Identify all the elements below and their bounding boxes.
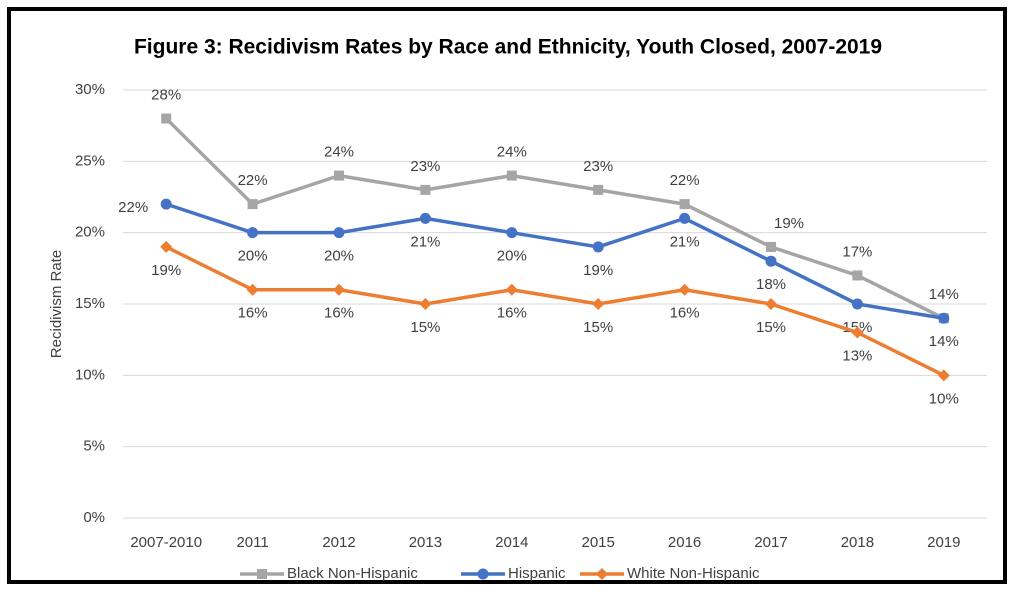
data-label: 16% <box>670 305 700 322</box>
marker <box>765 298 777 310</box>
marker <box>419 298 432 310</box>
series-line <box>164 117 945 320</box>
legend-marker <box>257 569 267 579</box>
marker <box>592 241 604 253</box>
data-label: 15% <box>410 319 440 336</box>
series-line <box>165 202 945 320</box>
x-tick-label: 2017 <box>754 534 787 551</box>
y-tick-label: 0% <box>83 509 105 526</box>
y-tick-label: 10% <box>75 366 105 383</box>
legend-marker <box>477 568 489 580</box>
marker <box>938 312 950 324</box>
y-tick-label: 20% <box>75 224 105 241</box>
data-label: 16% <box>324 305 354 322</box>
marker <box>593 184 604 195</box>
data-label: 17% <box>842 243 872 260</box>
data-label: 21% <box>670 233 700 250</box>
chart-title: Figure 3: Recidivism Rates by Race and E… <box>134 36 882 59</box>
data-label: 19% <box>151 262 181 279</box>
x-tick-label: 2018 <box>841 534 874 551</box>
marker <box>678 283 691 296</box>
marker <box>851 298 863 310</box>
data-label: 21% <box>410 233 440 250</box>
marker <box>679 199 690 210</box>
marker <box>506 227 518 239</box>
x-tick-label: 2012 <box>322 534 355 551</box>
data-label: 20% <box>238 248 268 265</box>
marker <box>247 199 258 210</box>
y-tick-label: 5% <box>83 438 105 455</box>
legend-label: Black Non-Hispanic <box>287 565 418 582</box>
x-tick-label: 2014 <box>495 534 528 551</box>
marker <box>160 198 172 210</box>
data-label: 20% <box>497 248 527 265</box>
data-label: 10% <box>929 390 959 407</box>
data-label: 20% <box>324 248 354 265</box>
marker <box>161 113 172 124</box>
data-label: 22% <box>670 172 700 189</box>
marker <box>937 369 950 382</box>
marker <box>679 212 691 224</box>
x-tick-label: 2007-2010 <box>130 534 202 551</box>
marker <box>419 212 431 224</box>
data-label: 14% <box>929 286 959 303</box>
series-line <box>165 245 945 377</box>
y-axis-label: Recidivism Rate <box>48 250 65 358</box>
legend-label: White Non-Hispanic <box>627 565 760 582</box>
marker <box>592 298 605 310</box>
x-tick-label: 2013 <box>409 534 442 551</box>
legend-marker <box>596 568 608 580</box>
marker <box>766 241 776 252</box>
marker <box>420 184 431 195</box>
y-tick-label: 25% <box>75 152 105 169</box>
x-tick-label: 2015 <box>582 534 615 551</box>
data-label: 19% <box>774 215 804 232</box>
data-label: 18% <box>756 276 786 293</box>
data-label: 24% <box>324 144 354 161</box>
marker <box>505 283 518 296</box>
data-label: 15% <box>756 319 786 336</box>
marker <box>333 283 345 296</box>
marker <box>333 227 345 239</box>
data-label: 24% <box>497 144 527 161</box>
data-label: 19% <box>583 262 613 279</box>
data-label: 15% <box>583 319 613 336</box>
data-label: 28% <box>151 87 181 104</box>
x-tick-label: 2016 <box>668 534 701 551</box>
y-tick-label: 15% <box>75 295 105 312</box>
data-label: 22% <box>118 199 148 216</box>
marker <box>852 270 863 281</box>
marker <box>160 240 173 253</box>
data-label: 23% <box>583 158 613 175</box>
legend-label: Hispanic <box>508 565 566 582</box>
marker <box>247 227 259 239</box>
data-label: 22% <box>238 172 268 189</box>
data-label: 13% <box>842 348 872 365</box>
data-label: 14% <box>929 333 959 350</box>
marker <box>246 283 259 296</box>
marker <box>851 326 864 339</box>
y-tick-label: 30% <box>75 81 105 98</box>
data-label: 23% <box>410 158 440 175</box>
marker <box>506 170 517 181</box>
data-label: 16% <box>497 305 527 322</box>
data-label: 16% <box>238 305 268 322</box>
marker <box>334 170 344 181</box>
x-tick-label: 2011 <box>236 534 268 551</box>
x-tick-label: 2019 <box>927 534 960 551</box>
marker <box>765 255 777 267</box>
